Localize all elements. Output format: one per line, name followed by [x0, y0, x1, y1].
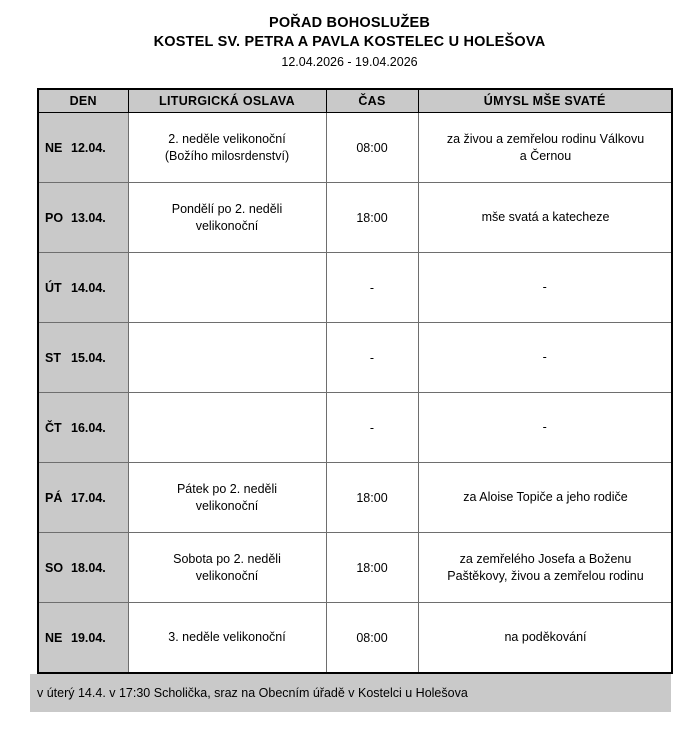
- intention-text: za zemřelého Josefa a Boženu Paštěkovy, …: [412, 551, 680, 585]
- cell-intention: za živou a zemřelou rodinu Válkovu a Čer…: [417, 112, 673, 183]
- cell-day: SO 18.04.: [37, 532, 129, 603]
- table-row: SO 18.04. Sobota po 2. neděli velikonoční…: [37, 532, 673, 603]
- cell-time: 08:00: [325, 112, 419, 183]
- celebration-line-1: Pátek po 2. neděli: [176, 481, 278, 496]
- cell-intention: mše svatá a katecheze: [417, 182, 673, 253]
- intention-line-1: mše svatá a katecheze: [481, 210, 610, 224]
- table-row: ÚT 14.04. - -: [37, 252, 673, 323]
- table-row: ST 15.04. - -: [37, 322, 673, 393]
- column-header-cas: ČAS: [325, 88, 419, 113]
- day-abbreviation: SO: [45, 560, 64, 575]
- day-date: 13.04.: [71, 210, 106, 225]
- intention-line-2: a Černou: [519, 148, 572, 163]
- schedule-table-body: NE 12.04. 2. neděle velikonoční (Božího m…: [37, 112, 673, 674]
- page-title-primary: POŘAD BOHOSLUŽEB: [268, 15, 431, 31]
- cell-intention: -: [417, 392, 673, 463]
- cell-time: 18:00: [325, 182, 419, 253]
- intention-line-2: Paštěkovy, živou a zemřelou rodinu: [447, 568, 644, 583]
- page-title-secondary: KOSTEL SV. PETRA A PAVLA KOSTELEC U HOLE…: [153, 34, 546, 50]
- column-header-den: DEN: [37, 88, 129, 113]
- cell-intention: za Aloise Topiče a jeho rodiče: [417, 462, 673, 533]
- cell-day: ST 15.04.: [37, 322, 129, 393]
- schedule-table-container: DEN LITURGICKÁ OSLAVA ČAS ÚMYSL MŠE SVAT…: [37, 88, 673, 674]
- cell-intention: -: [417, 322, 673, 393]
- celebration-line-1: Pondělí po 2. neděli: [171, 201, 283, 216]
- table-row: PÁ 17.04. Pátek po 2. neděli velikonoční …: [37, 462, 673, 533]
- day-date: 15.04.: [71, 350, 106, 365]
- day-abbreviation: ST: [45, 350, 61, 365]
- cell-intention: na poděkování: [417, 602, 673, 674]
- day-abbreviation: NE: [45, 140, 63, 155]
- column-header-umysl: ÚMYSL MŠE SVATÉ: [417, 88, 673, 113]
- cell-liturgical-celebration: [127, 252, 327, 323]
- table-row: ČT 16.04. - -: [37, 392, 673, 463]
- cell-day: ČT 16.04.: [37, 392, 129, 463]
- cell-day: NE 12.04.: [37, 112, 129, 183]
- document-header: POŘAD BOHOSLUŽEB KOSTEL SV. PETRA A PAVL…: [0, 0, 699, 72]
- schedule-table: DEN LITURGICKÁ OSLAVA ČAS ÚMYSL MŠE SVAT…: [37, 88, 673, 674]
- celebration-line-1: 2. neděle velikonoční: [168, 131, 286, 146]
- cell-liturgical-celebration: 2. neděle velikonoční (Božího milosrdens…: [127, 112, 327, 183]
- intention-text: za Aloise Topiče a jeho rodiče: [412, 489, 680, 506]
- day-abbreviation: PO: [45, 210, 64, 225]
- table-row: NE 12.04. 2. neděle velikonoční (Božího m…: [37, 112, 673, 183]
- column-header-oslava: LITURGICKÁ OSLAVA: [127, 88, 327, 113]
- cell-time: 18:00: [325, 462, 419, 533]
- day-date: 18.04.: [71, 560, 106, 575]
- intention-line-1: za Aloise Topiče a jeho rodiče: [463, 490, 628, 504]
- celebration-line-2: (Božího milosrdenství): [164, 148, 290, 163]
- day-abbreviation: NE: [45, 630, 63, 645]
- cell-day: PO 13.04.: [37, 182, 129, 253]
- cell-liturgical-celebration: 3. neděle velikonoční: [127, 602, 327, 674]
- day-date: 12.04.: [71, 140, 106, 155]
- celebration-line-2: velikonoční: [195, 218, 259, 233]
- cell-time: -: [325, 392, 419, 463]
- intention-line-1: na poděkování: [504, 630, 587, 644]
- intention-text: za živou a zemřelou rodinu Válkovu a Čer…: [412, 131, 680, 165]
- table-row: NE 19.04. 3. neděle velikonoční 08:00 na …: [37, 602, 673, 674]
- day-date: 16.04.: [71, 420, 106, 435]
- cell-intention: -: [417, 252, 673, 323]
- cell-liturgical-celebration: [127, 392, 327, 463]
- date-range-label: 12.04.2026 - 19.04.2026: [281, 55, 418, 69]
- intention-text: mše svatá a katecheze: [412, 209, 680, 226]
- day-date: 19.04.: [71, 630, 106, 645]
- cell-liturgical-celebration: Pondělí po 2. neděli velikonoční: [127, 182, 327, 253]
- cell-time: 18:00: [325, 532, 419, 603]
- cell-time: 08:00: [325, 602, 419, 674]
- cell-day: NE 19.04.: [37, 602, 129, 674]
- celebration-line-2: velikonoční: [195, 568, 259, 583]
- intention-line-1: za zemřelého Josefa a Boženu: [459, 551, 632, 566]
- intention-text: na poděkování: [412, 629, 680, 646]
- celebration-line-2: velikonoční: [195, 498, 259, 513]
- celebration-line-1: 3. neděle velikonoční: [168, 630, 286, 644]
- day-date: 17.04.: [71, 490, 106, 505]
- day-abbreviation: PÁ: [45, 490, 63, 505]
- footer-announcement: v úterý 14.4. v 17:30 Scholička, sraz na…: [30, 674, 671, 712]
- day-abbreviation: ČT: [45, 420, 62, 435]
- cell-time: -: [325, 252, 419, 323]
- cell-liturgical-celebration: Pátek po 2. neděli velikonoční: [127, 462, 327, 533]
- cell-day: ÚT 14.04.: [37, 252, 129, 323]
- cell-intention: za zemřelého Josefa a Boženu Paštěkovy, …: [417, 532, 673, 603]
- cell-day: PÁ 17.04.: [37, 462, 129, 533]
- cell-time: -: [325, 322, 419, 393]
- celebration-line-1: Sobota po 2. neděli: [173, 551, 281, 566]
- cell-liturgical-celebration: Sobota po 2. neděli velikonoční: [127, 532, 327, 603]
- day-date: 14.04.: [71, 280, 106, 295]
- table-header-row: DEN LITURGICKÁ OSLAVA ČAS ÚMYSL MŠE SVAT…: [37, 88, 673, 113]
- table-row: PO 13.04. Pondělí po 2. neděli velikonočn…: [37, 182, 673, 253]
- intention-line-1: za živou a zemřelou rodinu Válkovu: [446, 131, 645, 146]
- day-abbreviation: ÚT: [45, 280, 62, 295]
- cell-liturgical-celebration: [127, 322, 327, 393]
